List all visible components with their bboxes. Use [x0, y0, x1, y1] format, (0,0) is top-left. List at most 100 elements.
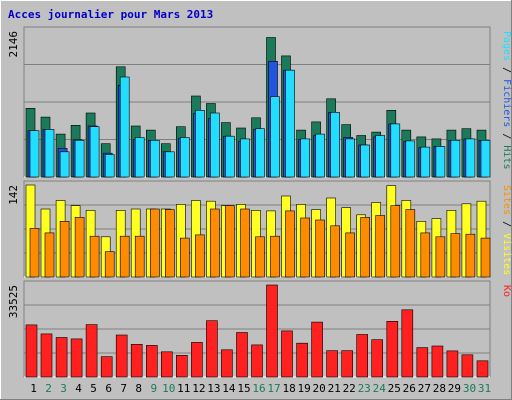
legend-hits-files-pages: Pages / Fichiers / Hits: [501, 31, 512, 170]
x-tick-label-day-28: 28: [433, 382, 446, 395]
legend-visits-sites: Sites / Visites: [501, 185, 512, 275]
bar-sites-day-18: [285, 210, 295, 278]
x-tick-label-day-21: 21: [328, 382, 341, 395]
bar-sites-day-11: [180, 237, 190, 278]
bar-sites-day-3: [59, 221, 70, 278]
x-tick-label-day-25: 25: [388, 382, 401, 395]
bar-sites-day-2: [44, 232, 55, 278]
x-tick-label-day-14: 14: [222, 382, 236, 395]
bar-sites-day-15: [240, 208, 250, 278]
x-tick-label-day-23: 23: [358, 382, 371, 395]
bar-ko-day-27: [416, 347, 429, 378]
bar-pages-day-9: [150, 140, 160, 178]
legend-kbytes: Ko: [501, 285, 512, 297]
bar-sites-day-4: [74, 217, 85, 278]
bar-pages-day-27: [420, 146, 431, 178]
bar-sites-day-12: [195, 234, 205, 278]
bar-ko-day-10: [161, 351, 173, 378]
bar-ko-day-14: [221, 349, 233, 378]
bar-ko-day-28: [431, 345, 444, 378]
bar-ko-day-11: [176, 354, 188, 378]
x-tick-label-day-8: 8: [135, 382, 142, 395]
bar-pages-day-18: [285, 69, 295, 178]
x-tick-label-day-7: 7: [120, 382, 127, 395]
bar-pages-day-30: [465, 138, 476, 178]
bar-pages-day-16: [255, 128, 265, 178]
bar-sites-day-10: [165, 209, 175, 278]
bar-sites-day-27: [420, 232, 431, 278]
x-tick-label-day-30: 30: [463, 382, 476, 395]
bar-ko-day-5: [85, 324, 98, 378]
x-tick-label-day-22: 22: [343, 382, 356, 395]
bar-ko-day-3: [55, 337, 68, 378]
bar-ko-day-18: [281, 330, 293, 378]
bar-ko-day-21: [326, 350, 338, 378]
bar-sites-day-16: [255, 236, 265, 278]
bar-pages-day-29: [450, 140, 461, 178]
bar-pages-day-17: [270, 96, 280, 178]
bar-sites-day-26: [405, 209, 416, 278]
x-tick-label-day-13: 13: [207, 382, 220, 395]
legend-entry: /: [501, 61, 512, 79]
bar-ko-day-1: [25, 324, 38, 378]
x-tick-label-day-19: 19: [297, 382, 310, 395]
x-tick-label-day-20: 20: [312, 382, 325, 395]
bar-sites-day-20: [315, 219, 325, 278]
bar-pages-day-21: [330, 112, 340, 178]
bar-ko-day-19: [296, 342, 308, 378]
x-tick-label-day-29: 29: [448, 382, 461, 395]
bar-sites-day-17: [270, 235, 280, 278]
bar-sites-day-1: [29, 228, 40, 278]
bar-ko-day-29: [446, 350, 459, 378]
bar-ko-day-23: [356, 334, 369, 378]
bar-ko-day-17: [266, 284, 278, 378]
legend-entry: Hits: [501, 145, 512, 169]
bar-pages-day-2: [44, 129, 55, 178]
bar-pages-day-1: [29, 130, 40, 178]
bar-sites-day-22: [345, 232, 356, 278]
x-tick-label-day-2: 2: [45, 382, 52, 395]
bar-pages-day-31: [480, 140, 491, 178]
bar-pages-day-10: [165, 151, 175, 178]
x-tick-label-day-16: 16: [252, 382, 265, 395]
bar-ko-day-26: [401, 309, 414, 378]
x-tick-label-day-12: 12: [192, 382, 205, 395]
bar-ko-day-8: [130, 343, 143, 378]
legend-entry: /: [501, 215, 512, 233]
bar-sites-day-21: [330, 225, 340, 278]
bar-pages-day-25: [390, 123, 401, 178]
bar-ko-day-25: [386, 320, 399, 378]
bar-sites-day-5: [89, 235, 100, 278]
bar-pages-day-8: [134, 137, 145, 178]
bar-ko-day-31: [476, 360, 489, 378]
bar-pages-day-4: [74, 140, 85, 178]
bar-ko-day-30: [461, 354, 474, 378]
bar-pages-day-19: [300, 138, 310, 178]
legend-entry: Sites: [501, 185, 512, 215]
x-tick-label-day-31: 31: [478, 382, 491, 395]
legend-entry: Pages: [501, 31, 512, 61]
x-tick-label-day-24: 24: [373, 382, 387, 395]
bar-sites-day-23: [360, 217, 371, 278]
bar-pages-day-6: [104, 154, 115, 178]
legend-entry: Ko: [501, 285, 512, 297]
bar-ko-day-22: [341, 350, 354, 378]
bar-sites-day-7: [119, 235, 130, 278]
bar-pages-day-22: [345, 138, 356, 178]
x-tick-label-day-1: 1: [30, 382, 37, 395]
bar-ko-day-15: [236, 332, 248, 378]
x-tick-label-day-10: 10: [162, 382, 175, 395]
chart-title: Acces journalier pour Mars 2013: [8, 8, 214, 21]
x-tick-label-day-3: 3: [60, 382, 67, 395]
bar-sites-day-29: [450, 233, 461, 278]
bar-sites-day-24: [375, 215, 386, 278]
bar-pages-day-3: [59, 151, 70, 178]
bar-pages-day-23: [360, 144, 371, 178]
bar-ko-day-7: [115, 334, 128, 378]
bar-sites-day-30: [465, 233, 476, 278]
x-tick-label-day-5: 5: [90, 382, 97, 395]
bar-sites-day-31: [480, 237, 491, 278]
bar-sites-day-8: [134, 235, 145, 278]
